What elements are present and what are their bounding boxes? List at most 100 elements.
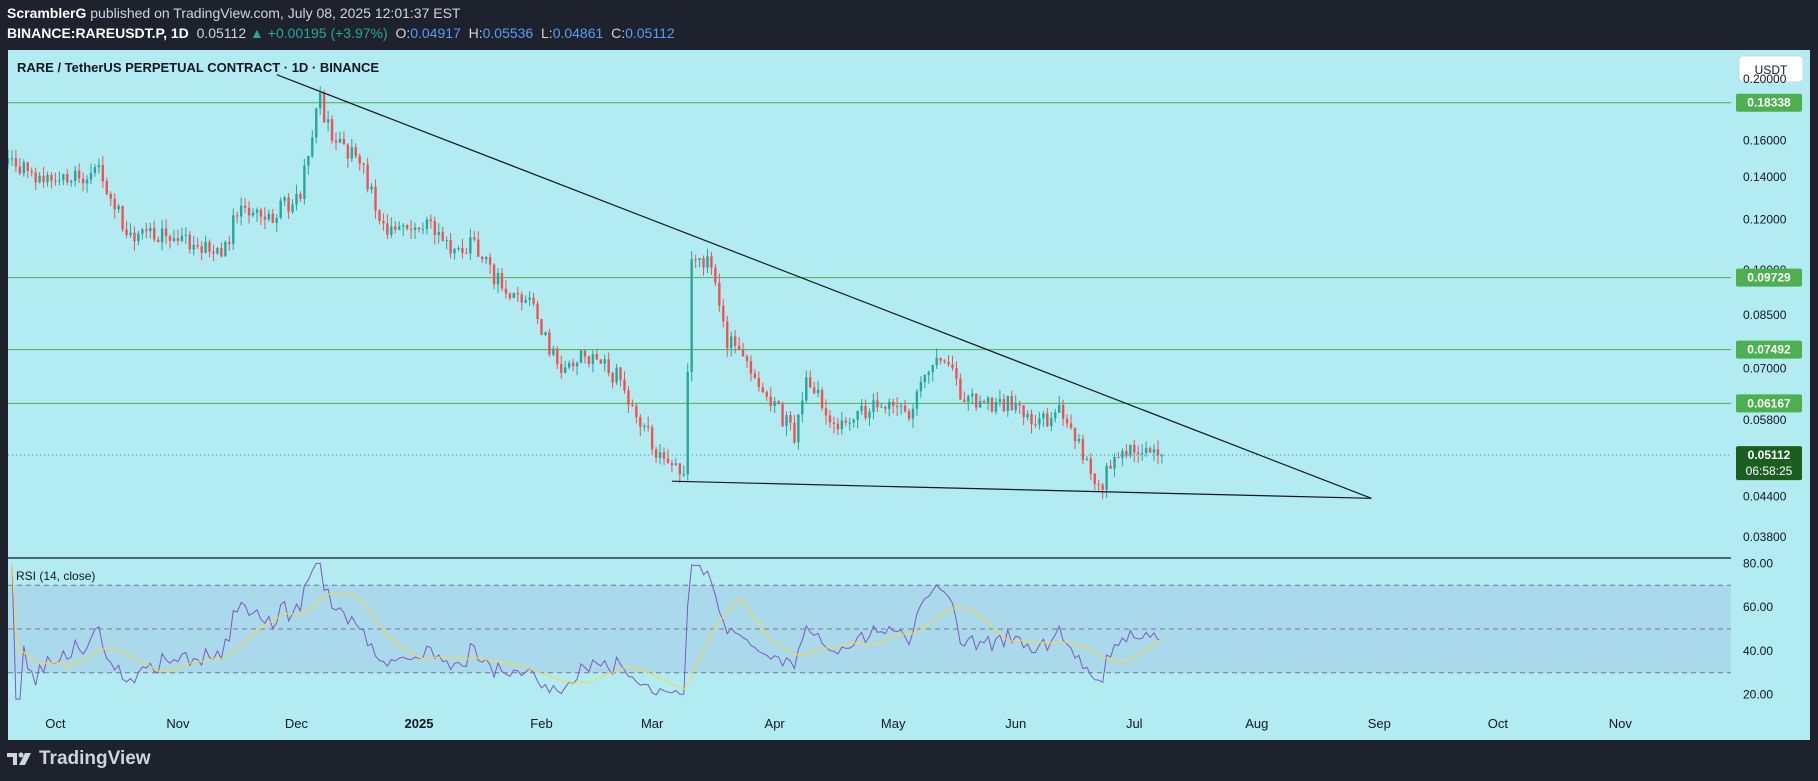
chart-area[interactable]: RARE / TetherUS PERPETUAL CONTRACT · 1D … <box>6 50 1810 740</box>
candle <box>409 219 413 239</box>
level-label-bg <box>1736 93 1802 112</box>
candle <box>38 172 41 184</box>
time-tick-label: Mar <box>641 716 664 731</box>
candle-body <box>449 240 452 254</box>
candle-body <box>180 235 184 241</box>
candle <box>1081 434 1085 465</box>
candle-body <box>14 158 18 167</box>
candle <box>125 220 128 238</box>
candle-body <box>1133 444 1136 453</box>
candle-body <box>595 354 599 360</box>
candle <box>176 229 180 246</box>
candle-body <box>413 227 417 230</box>
candle-body <box>694 259 697 261</box>
candle-body <box>864 405 867 419</box>
candle <box>706 248 709 274</box>
candle <box>279 197 282 220</box>
candle-body <box>291 204 294 212</box>
low-label: L: <box>541 25 553 41</box>
candle <box>801 392 804 423</box>
candle <box>449 233 452 259</box>
candle <box>492 263 496 290</box>
candle-body <box>1014 403 1017 411</box>
currency-button[interactable]: USDT <box>1738 55 1804 83</box>
level-label-bg <box>1736 340 1802 359</box>
candle <box>623 371 626 394</box>
candle <box>42 166 45 188</box>
candle <box>263 207 267 229</box>
price-axis[interactable]: 0.200000.160000.140000.120000.100000.085… <box>1743 72 1787 544</box>
candle-body <box>469 237 472 254</box>
candle <box>1061 399 1065 426</box>
candle-body <box>587 356 591 364</box>
candle <box>496 268 500 294</box>
candle <box>156 236 160 243</box>
candle <box>674 458 678 466</box>
candle <box>1038 411 1041 430</box>
candle-body <box>698 258 701 261</box>
candle-body <box>330 119 334 141</box>
candle <box>828 409 832 428</box>
candle-body <box>236 215 239 217</box>
candle <box>354 143 357 159</box>
chart-canvas[interactable]: RARE / TetherUS PERPETUAL CONTRACT · 1D … <box>6 50 1810 740</box>
candle <box>816 380 820 398</box>
candle-body <box>524 299 527 303</box>
candle-body <box>686 371 689 475</box>
candle-body <box>805 377 808 401</box>
tradingview-logo[interactable]: TradingView <box>7 748 151 770</box>
candle <box>488 253 492 274</box>
candle <box>405 224 409 231</box>
last-price-label: 0.05112 06:58:25 <box>1736 446 1802 481</box>
candle <box>184 227 188 244</box>
candle-body <box>753 373 757 379</box>
candle-body <box>465 252 468 254</box>
high-value: 0.05536 <box>482 25 534 41</box>
candle <box>338 131 342 144</box>
candle-body <box>643 425 646 427</box>
time-tick-label: Oct <box>1488 716 1509 731</box>
currency-label[interactable]: USDT <box>1755 63 1788 77</box>
candle <box>1137 445 1140 464</box>
candle <box>149 222 152 239</box>
time-tick-label: Aug <box>1245 716 1268 731</box>
author-name[interactable]: ScramblerG <box>7 5 87 21</box>
candle-body <box>615 367 618 383</box>
time-axis[interactable]: Oct Nov Dec 2025 Feb Mar Apr May Jun Jul Aug Sep Oct… <box>45 716 1632 731</box>
candle-body <box>394 226 397 230</box>
candle <box>670 459 674 473</box>
candle-body <box>627 390 630 405</box>
candle-body <box>990 397 994 412</box>
level-price-label: 0.07492 <box>1736 340 1802 359</box>
candle <box>1113 453 1116 477</box>
candle-body <box>429 219 433 222</box>
candle-body <box>765 392 768 397</box>
candle-body <box>73 170 77 181</box>
candle <box>915 388 919 416</box>
time-tick-label: Oct <box>45 716 66 731</box>
candle <box>627 386 630 413</box>
candle-body <box>571 362 575 367</box>
candle-body <box>54 180 57 182</box>
candle-body <box>247 207 251 216</box>
candle-body <box>1065 418 1069 424</box>
candle-body <box>880 406 883 408</box>
candle <box>733 330 737 354</box>
candle <box>271 209 274 224</box>
candle <box>710 251 713 275</box>
candle-body <box>433 221 436 235</box>
candle <box>1026 410 1029 421</box>
candle <box>366 157 369 193</box>
candle-body <box>876 400 879 408</box>
candle <box>220 242 223 258</box>
candle-body <box>607 359 610 374</box>
candle <box>990 397 994 413</box>
candle-body <box>350 147 353 159</box>
last-price-text: 0.05112 <box>1748 448 1791 462</box>
candle <box>686 363 689 481</box>
candle-body <box>994 401 998 412</box>
candle-body <box>730 336 733 349</box>
candle-body <box>1097 484 1100 486</box>
candle-body <box>741 349 745 357</box>
candle <box>81 172 85 192</box>
